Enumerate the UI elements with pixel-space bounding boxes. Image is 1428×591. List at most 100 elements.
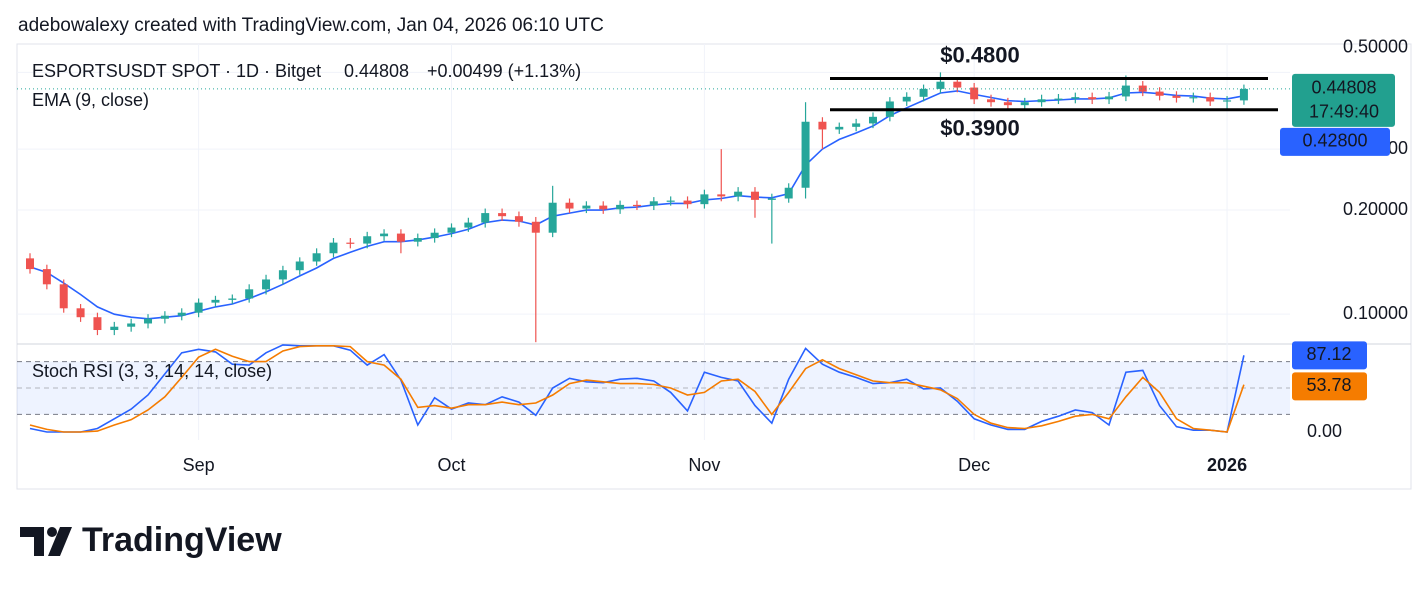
candle-body: [852, 123, 861, 127]
value-box-label: 87.12: [1306, 344, 1351, 364]
value-box-label: 53.78: [1306, 375, 1351, 395]
candle-body: [902, 96, 911, 102]
x-tick-label: Oct: [437, 455, 465, 475]
logo: TradingView: [20, 521, 282, 559]
candle-body: [835, 126, 844, 130]
candle-body: [514, 216, 523, 222]
candle-body: [784, 187, 793, 199]
candle-body: [649, 201, 658, 206]
candle-body: [447, 227, 456, 233]
logo-text: TradingView: [82, 521, 282, 559]
candle-body: [177, 312, 186, 316]
logo-mark: [47, 527, 57, 537]
candle-body: [278, 270, 287, 280]
candle-body: [329, 242, 338, 254]
last-price-text: 0.44808: [344, 61, 409, 81]
level-label: $0.3900: [940, 116, 1020, 141]
candle-body: [582, 205, 591, 209]
candle-body: [869, 116, 877, 124]
candle-body: [76, 308, 85, 318]
candle-body: [987, 99, 996, 103]
candle-body: [1071, 97, 1080, 99]
x-tick-label: Dec: [958, 455, 990, 475]
candle-body: [245, 289, 254, 299]
candle-body: [1088, 97, 1097, 100]
ema-box: [1280, 127, 1390, 156]
candle-body: [312, 253, 321, 262]
candle-body: [936, 81, 945, 89]
candle-body: [228, 298, 237, 300]
candle-body: [1206, 97, 1215, 102]
candle-body: [970, 87, 979, 100]
candle-body: [93, 317, 102, 331]
candle-body: [700, 194, 709, 205]
x-tick-label: Nov: [688, 455, 720, 475]
candle-body: [565, 202, 574, 209]
stoch-line: [29, 344, 1245, 433]
candle-body: [953, 81, 962, 88]
candle-body: [160, 315, 169, 319]
candle-body: [1105, 96, 1114, 100]
level-label: $0.4800: [940, 42, 1020, 67]
candle-body: [110, 326, 119, 331]
candle-body: [144, 318, 153, 324]
ema-box-label: 0.42800: [1302, 131, 1367, 151]
candle-body: [818, 121, 827, 130]
plot-layer: SepOctNovDec20260.100000.200000.300000.5…: [17, 37, 1408, 475]
ema-legend: EMA (9, close): [32, 90, 149, 110]
candle-body: [1054, 98, 1063, 100]
candle-body: [1189, 97, 1198, 99]
candle-body: [363, 236, 372, 244]
x-tick-label: 2026: [1207, 455, 1247, 475]
candle-body: [1172, 95, 1181, 98]
symbol-title: ESPORTSUSDT SPOT · 1D · Bitget: [32, 61, 321, 81]
candle-body: [262, 279, 271, 290]
candle-body: [548, 202, 557, 233]
candle-body: [26, 258, 34, 270]
y-tick-label: 0.00: [1307, 421, 1342, 441]
candle-body: [599, 205, 608, 210]
candle-body: [295, 261, 304, 271]
candle-body: [919, 88, 928, 97]
candle-body: [531, 221, 540, 233]
candle-body: [734, 191, 743, 197]
candle-body: [498, 213, 507, 217]
band-fill: [17, 361, 1290, 415]
y-tick-label: 0.50000: [1343, 37, 1408, 57]
countdown-label: 17:49:40: [1309, 102, 1379, 122]
candle-body: [1155, 91, 1164, 96]
candle-body: [42, 269, 51, 285]
candle-body: [1239, 88, 1248, 101]
attribution: adebowalexy created with TradingView.com…: [18, 15, 604, 36]
candle-body: [1020, 102, 1029, 106]
x-tick-label: Sep: [183, 455, 215, 475]
logo-mark: [48, 527, 72, 556]
candle-body: [127, 323, 136, 327]
candle-body: [632, 204, 641, 207]
candle-body: [1037, 99, 1046, 103]
price-box: [1292, 73, 1395, 127]
candle-body: [194, 302, 203, 313]
price-box-label: 0.44808: [1311, 78, 1376, 98]
chart-frame: [16, 43, 1412, 490]
value-box: [1292, 372, 1367, 401]
candle-body: [413, 238, 422, 242]
value-box: [1292, 341, 1367, 370]
candle-body: [481, 213, 490, 223]
stoch-line: [29, 345, 1245, 433]
stoch-legend: Stoch RSI (3, 3, 14, 14, close): [32, 361, 272, 381]
candle-body: [346, 242, 355, 244]
candle-body: [59, 284, 68, 309]
candle-body: [1003, 102, 1012, 106]
candle-body: [767, 198, 776, 200]
logo-mark: [20, 527, 44, 556]
candle-body: [211, 299, 220, 303]
candle-body: [1223, 100, 1232, 102]
candle-body: [683, 200, 692, 205]
candle-body: [750, 191, 759, 200]
change-text: +0.00499 (+1.13%): [427, 61, 581, 81]
candle-body: [1121, 85, 1130, 97]
y-tick-label: 0.20000: [1343, 199, 1408, 219]
